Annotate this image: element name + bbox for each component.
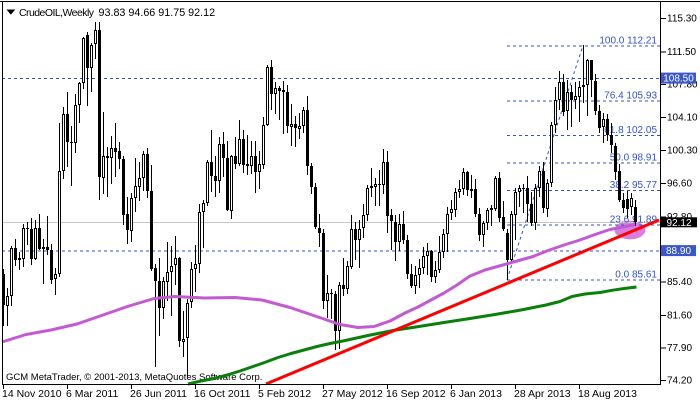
svg-text:16 Sep 2012: 16 Sep 2012: [386, 388, 446, 400]
svg-text:93.83 94.66 91.75 92.12: 93.83 94.66 91.75 92.12: [99, 7, 216, 19]
svg-text:96.60: 96.60: [667, 178, 692, 189]
svg-text:81.60: 81.60: [667, 310, 692, 321]
svg-text:GCM MetaTrader, © 2001-2013, M: GCM MetaTrader, © 2001-2013, MetaQuotes …: [6, 372, 262, 383]
svg-text:50.0 98.91: 50.0 98.91: [610, 153, 658, 164]
svg-text:92.12: 92.12: [666, 218, 691, 229]
svg-text:108.50: 108.50: [663, 74, 694, 85]
svg-text:88.90: 88.90: [666, 246, 691, 257]
svg-text:85.40: 85.40: [667, 277, 692, 288]
svg-text:107.80: 107.80: [667, 80, 698, 91]
svg-text:61.8 102.05: 61.8 102.05: [604, 125, 657, 136]
svg-text:6 Jan 2013: 6 Jan 2013: [450, 388, 502, 400]
svg-text:23.6 91.89: 23.6 91.89: [610, 214, 658, 225]
svg-text:100.30: 100.30: [667, 146, 698, 157]
svg-text:28 Apr 2013: 28 Apr 2013: [514, 388, 571, 400]
svg-text:6 Mar 2011: 6 Mar 2011: [66, 388, 118, 400]
svg-text:0.0 85.61: 0.0 85.61: [615, 270, 657, 281]
svg-text:76.4 105.93: 76.4 105.93: [604, 91, 657, 102]
svg-text:18 Aug 2013: 18 Aug 2013: [578, 388, 637, 400]
svg-text:77.90: 77.90: [667, 343, 692, 354]
svg-text:115.30: 115.30: [667, 14, 697, 25]
svg-text:CrudeOIL,Weekly: CrudeOIL,Weekly: [19, 7, 95, 19]
svg-text:16 Oct 2011: 16 Oct 2011: [194, 388, 251, 400]
svg-text:38.2 95.77: 38.2 95.77: [610, 180, 658, 191]
svg-text:104.10: 104.10: [667, 112, 698, 123]
svg-text:27 May 2012: 27 May 2012: [322, 388, 383, 400]
svg-text:14 Nov 2010: 14 Nov 2010: [2, 388, 62, 400]
svg-text:100.0 112.21: 100.0 112.21: [599, 35, 657, 46]
svg-text:111.50: 111.50: [667, 47, 697, 58]
svg-text:26 Jun 2011: 26 Jun 2011: [130, 388, 187, 400]
svg-text:74.20: 74.20: [667, 376, 692, 387]
svg-text:5 Feb 2012: 5 Feb 2012: [258, 388, 311, 400]
